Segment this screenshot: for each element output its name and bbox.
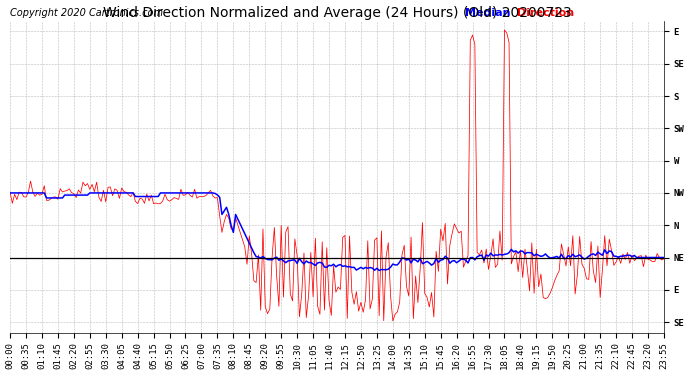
Text: Median: Median bbox=[464, 8, 510, 18]
Title: Wind Direction Normalized and Average (24 Hours) (Old) 20200723: Wind Direction Normalized and Average (2… bbox=[103, 6, 571, 20]
Text: Copyright 2020 Cartronics.com: Copyright 2020 Cartronics.com bbox=[10, 8, 163, 18]
Text: Direction: Direction bbox=[517, 8, 574, 18]
